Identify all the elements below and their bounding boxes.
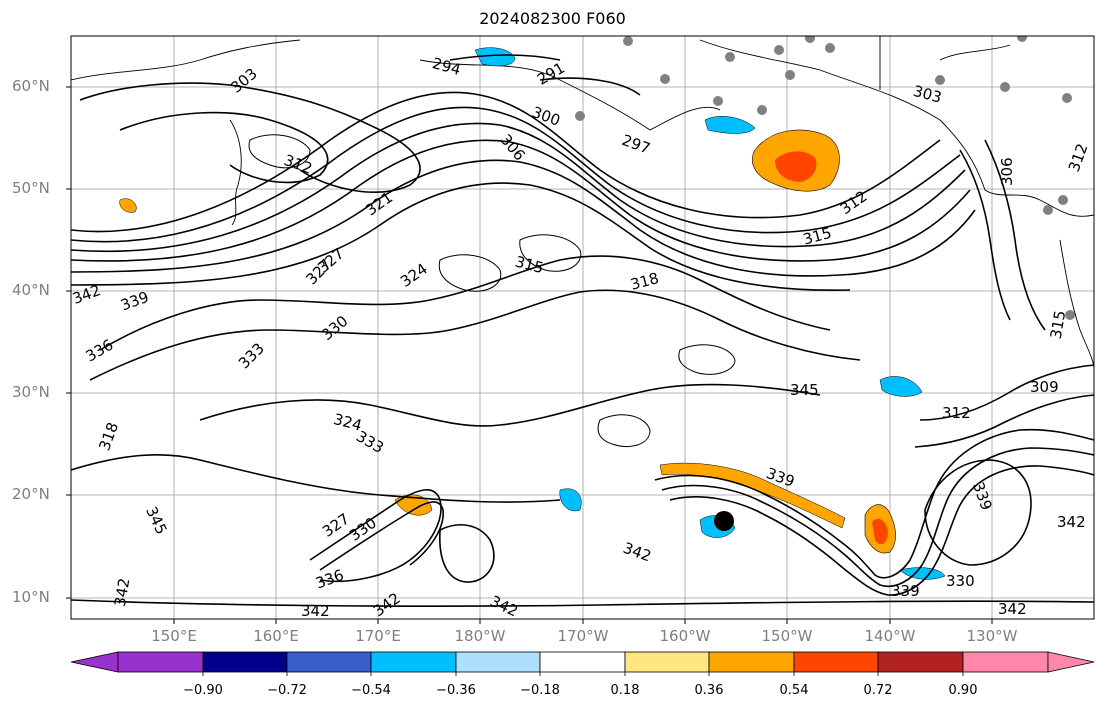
- graticule: [71, 36, 1094, 619]
- contour-label: 300: [530, 103, 563, 130]
- lat-label: 40°N: [12, 281, 50, 299]
- colorbar-bin: [539, 651, 626, 673]
- contour-label: 318: [95, 420, 122, 453]
- lon-label: 150°E: [151, 627, 197, 645]
- contour-label: 321: [362, 188, 396, 219]
- contour-label: 330: [318, 312, 352, 344]
- height-contours: [71, 54, 1094, 607]
- colorbar-label: 0.36: [694, 683, 724, 698]
- colorbar-extend-low: [70, 651, 119, 673]
- lon-label: 150°W: [761, 627, 813, 645]
- map-title: 2024082300 F060: [479, 9, 626, 28]
- contour-label: 342: [487, 592, 521, 620]
- contour-label: 345: [790, 381, 819, 399]
- colorbar-label: −0.54: [351, 683, 391, 698]
- colorbar-bin: [793, 651, 879, 673]
- contour-label: 318: [628, 269, 660, 294]
- contour-label: 309: [1030, 378, 1059, 396]
- colorbar-bin: [708, 651, 795, 673]
- contour-label: 312: [1065, 141, 1092, 174]
- colorbar-bin: [117, 651, 204, 673]
- contour-label: 342: [1057, 513, 1086, 531]
- contour-label: 303: [227, 65, 261, 97]
- contour-label: 342: [111, 577, 134, 608]
- contour-label: 291: [534, 59, 568, 89]
- contour-label: 342: [301, 602, 330, 620]
- colorbar-bin: [202, 651, 288, 673]
- contour-label: 336: [313, 566, 346, 593]
- lon-label: 140°W: [864, 627, 916, 645]
- contour-label: 306: [497, 131, 529, 165]
- contour-label: 330: [346, 514, 380, 545]
- lat-label: 50°N: [12, 179, 50, 197]
- lon-label: 170°E: [355, 627, 401, 645]
- contour-label: 312: [942, 404, 971, 422]
- colorbar-label: 0.54: [779, 683, 809, 698]
- contour-label: 315: [1047, 309, 1070, 340]
- colorbar-label: −0.90: [183, 683, 223, 698]
- colorbar-label: 0.18: [610, 683, 640, 698]
- colorbar-label: 0.90: [948, 683, 978, 698]
- lon-label: 130°W: [966, 627, 1018, 645]
- contour-label: 345: [142, 504, 170, 538]
- lon-label: 160°E: [253, 627, 299, 645]
- map-frame: [70, 35, 1095, 620]
- contour-label: 336: [83, 336, 117, 366]
- contour-label: 339: [891, 582, 920, 600]
- colorbar-bin: [877, 651, 964, 673]
- contour-label: 303: [911, 82, 943, 107]
- contour-label: 315: [801, 224, 833, 249]
- coastlines: [71, 36, 1094, 371]
- lon-label: 180°W: [454, 627, 506, 645]
- colorbar-bin: [286, 651, 372, 673]
- colorbar-label: −0.18: [520, 683, 560, 698]
- detail-contours: [248, 134, 736, 447]
- contour-label: 327: [319, 510, 353, 541]
- colorbar: [70, 651, 1095, 676]
- colorbar-bin: [624, 651, 710, 673]
- colorbar-label: 0.72: [863, 683, 893, 698]
- lat-label: 30°N: [12, 383, 50, 401]
- lat-label: 10°N: [12, 588, 50, 606]
- lat-label: 60°N: [12, 77, 50, 95]
- colorbar-extend-high: [1047, 651, 1095, 673]
- contour-label: 339: [118, 288, 151, 315]
- storm-center-marker: [714, 511, 734, 531]
- contour-labels: 294 291 303 300 297 306 312 321 327 324 …: [70, 54, 1091, 620]
- lat-label: 20°N: [12, 485, 50, 503]
- colorbar-bin: [962, 651, 1049, 673]
- contour-label: 333: [235, 339, 268, 372]
- contour-label: 342: [370, 589, 404, 620]
- lon-label: 160°W: [659, 627, 711, 645]
- contour-label: 342: [998, 600, 1027, 618]
- contour-label: 342: [621, 539, 654, 566]
- contour-label: 306: [998, 157, 1016, 186]
- contour-label: 294: [430, 54, 462, 79]
- contour-label: 324: [397, 260, 431, 291]
- contour-label: 330: [946, 572, 975, 590]
- contour-label: 297: [620, 131, 653, 158]
- lon-label: 170°W: [557, 627, 609, 645]
- colorbar-label: −0.36: [436, 683, 476, 698]
- station-dots: [575, 36, 1075, 320]
- axis-ticks: [66, 86, 993, 624]
- colorbar-label: −0.72: [267, 683, 307, 698]
- colorbar-bin: [370, 651, 457, 673]
- colorbar-bin: [455, 651, 541, 673]
- shaded-field: [119, 47, 946, 580]
